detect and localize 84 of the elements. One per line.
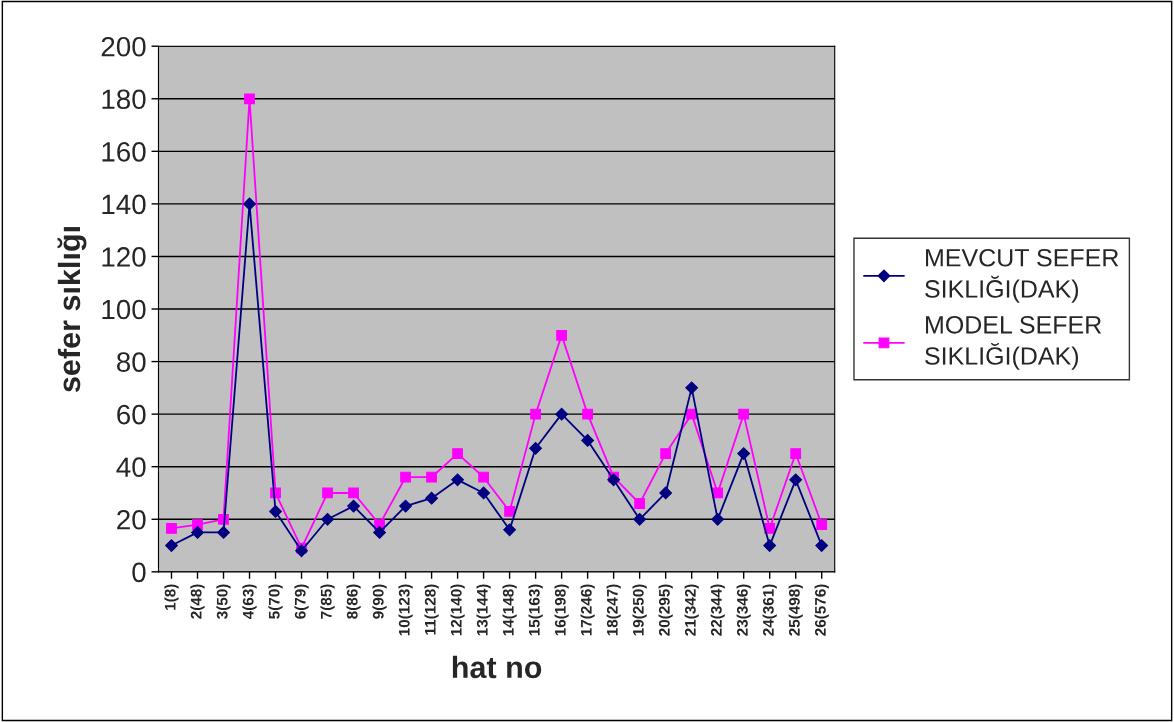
point	[322, 487, 333, 499]
point	[478, 471, 489, 483]
point	[737, 447, 751, 460]
point	[425, 491, 438, 505]
y-tick-label: 180	[102, 89, 146, 110]
x-tick-label: 16(198)	[554, 584, 569, 636]
x-tick-label: 23(346)	[736, 584, 751, 636]
legend-label: MEVCUT SEFER SIKLIĞI(DAK)	[925, 248, 1119, 303]
x-tick-label: 13(144)	[476, 584, 491, 636]
y-tick-label: 120	[102, 247, 146, 267]
point	[659, 486, 673, 500]
y-tick-label: 20	[117, 509, 146, 530]
x-tick-label: 11(128)	[424, 584, 439, 635]
x-tick-label: 5(70)	[268, 584, 283, 619]
x-tick-label: 6(79)	[294, 584, 309, 619]
point	[243, 197, 256, 211]
x-tick-label: 14(148)	[502, 584, 517, 636]
point	[373, 525, 386, 539]
point	[217, 525, 230, 539]
point	[348, 487, 359, 499]
point	[815, 539, 829, 552]
x-tick-label: 21(342)	[684, 584, 699, 636]
point	[504, 506, 515, 517]
x-tick-label: 22(344)	[710, 584, 725, 636]
point	[269, 504, 282, 518]
point	[607, 473, 621, 487]
point	[165, 539, 178, 552]
point	[321, 512, 334, 526]
x-tick-label: 18(247)	[606, 584, 621, 636]
point	[166, 523, 177, 534]
legend-label: MODEL SEFER SIKLIĞI(DAK)	[925, 315, 1102, 370]
x-tick-label: 8(86)	[346, 584, 361, 619]
point	[738, 408, 750, 420]
point	[816, 519, 828, 530]
point	[426, 471, 437, 483]
x-tick-label: 10(123)	[398, 584, 413, 636]
point	[503, 523, 517, 537]
point	[399, 499, 412, 513]
y-tick-label: 160	[102, 142, 146, 162]
point	[556, 329, 567, 341]
x-tick-label: 12(140)	[450, 584, 465, 636]
x-tick-label: 19(250)	[632, 584, 647, 636]
point	[451, 473, 464, 487]
point	[633, 512, 647, 526]
x-tick-label: 25(498)	[788, 584, 803, 636]
point	[400, 471, 411, 483]
y-tick-label: 60	[117, 404, 146, 425]
x-tick-label: 20(295)	[658, 584, 673, 636]
x-tick-label: 9(90)	[372, 584, 387, 619]
point	[685, 381, 699, 395]
y-tick-label: 40	[116, 457, 146, 478]
point	[244, 93, 255, 105]
point	[191, 525, 204, 539]
x-axis-title: hat no	[452, 655, 542, 679]
y-tick-label: 0	[132, 562, 146, 583]
point	[634, 498, 646, 509]
point	[711, 512, 725, 526]
point	[582, 408, 594, 420]
x-tick-label: 24(361)	[762, 584, 777, 636]
y-tick-label: 80	[117, 352, 146, 372]
x-tick-label: 7(85)	[320, 584, 335, 619]
point	[347, 499, 360, 513]
y-tick-label: 140	[102, 194, 146, 215]
point	[295, 544, 308, 558]
x-tick-label: 17(246)	[580, 584, 595, 636]
point	[530, 408, 541, 420]
y-axis-title: sefer sıklığı	[57, 227, 87, 393]
point	[660, 448, 672, 459]
x-tick-label: 4(63)	[242, 584, 257, 620]
x-tick-label: 3(50)	[216, 584, 231, 619]
point	[529, 441, 543, 455]
y-tick-label: 100	[102, 299, 146, 320]
point	[555, 407, 569, 421]
point	[452, 448, 463, 459]
point	[789, 473, 803, 487]
x-tick-label: 1(8)	[164, 584, 179, 610]
point	[763, 539, 777, 552]
x-tick-label: 15(163)	[528, 584, 543, 636]
point	[581, 434, 595, 447]
x-tick-label: 2(48)	[190, 584, 205, 619]
point	[477, 486, 491, 500]
y-tick-label: 200	[101, 36, 146, 57]
point	[790, 448, 802, 459]
x-tick-label: 26(576)	[814, 584, 829, 636]
